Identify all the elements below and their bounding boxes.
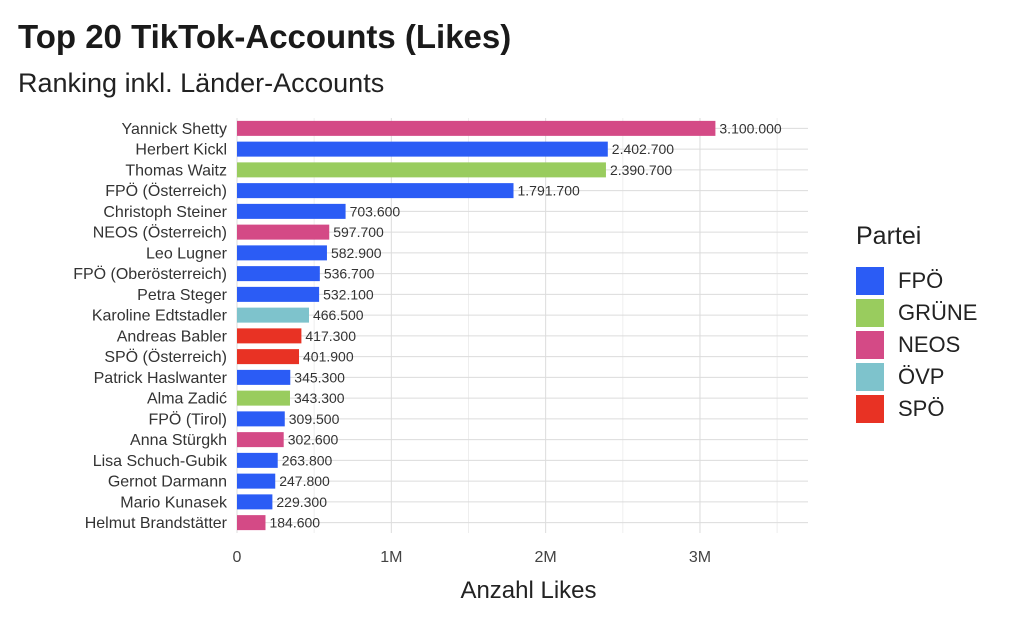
bar-helmut-brandstatter	[237, 515, 266, 531]
bar-anna-sturgkh	[237, 432, 284, 448]
category-label-yannick-shetty: Yannick Shetty	[121, 121, 227, 138]
value-label-lisa-schuch-gubik: 263.800	[282, 452, 333, 468]
value-label-gernot-darmann: 247.800	[279, 473, 330, 489]
bar-karoline-edtstadler	[237, 307, 309, 323]
legend-item-grune: GRÜNE	[856, 297, 977, 329]
legend-swatch-neos	[856, 331, 884, 359]
x-tick-label-0: 0	[233, 549, 242, 566]
category-label-patrick-haslwanter: Patrick Haslwanter	[94, 370, 228, 387]
category-label-gernot-darmann: Gernot Darmann	[108, 474, 227, 491]
value-label-neos-osterreich: 597.700	[333, 224, 384, 240]
bar-neos-osterreich	[237, 224, 330, 240]
chart-title: Top 20 TikTok-Accounts (Likes)	[18, 18, 512, 55]
category-label-fpo-oberosterreich: FPÖ (Oberösterreich)	[73, 265, 227, 283]
value-label-alma-zadic: 343.300	[294, 390, 345, 406]
legend-label-fpo: FPÖ	[898, 268, 944, 293]
chart-subtitle: Ranking inkl. Länder-Accounts	[18, 68, 385, 98]
value-label-mario-kunasek: 229.300	[276, 494, 327, 510]
category-label-leo-lugner: Leo Lugner	[146, 245, 228, 262]
category-label-mario-kunasek: Mario Kunasek	[120, 494, 228, 511]
value-label-fpo-oberosterreich: 536.700	[324, 266, 375, 282]
x-tick-label-3m: 3M	[689, 549, 711, 566]
legend-swatch-spo	[856, 395, 884, 423]
legend-swatch-ovp	[856, 363, 884, 391]
bar-andreas-babler	[237, 328, 302, 344]
value-label-christoph-steiner: 703.600	[350, 203, 401, 219]
category-label-alma-zadic: Alma Zadić	[147, 391, 227, 408]
category-label-thomas-waitz: Thomas Waitz	[125, 162, 227, 179]
x-axis-title: Anzahl Likes	[460, 577, 596, 604]
value-label-anna-sturgkh: 302.600	[288, 432, 339, 448]
value-label-fpo-tirol: 309.500	[289, 411, 340, 427]
value-label-helmut-brandstatter: 184.600	[269, 515, 320, 531]
bar-mario-kunasek	[237, 494, 273, 510]
value-label-spo-osterreich: 401.900	[303, 349, 354, 365]
category-label-fpo-tirol: FPÖ (Tirol)	[148, 410, 227, 428]
legend-swatch-fpo	[856, 267, 884, 295]
legend: Partei FPÖ GRÜNE NEOS ÖVP SPÖ	[856, 222, 977, 425]
bar-spo-osterreich	[237, 349, 300, 365]
x-tick-label-2m: 2M	[535, 549, 557, 566]
bar-fpo-osterreich	[237, 183, 514, 199]
legend-item-ovp: ÖVP	[856, 361, 977, 393]
legend-item-neos: NEOS	[856, 329, 977, 361]
value-label-patrick-haslwanter: 345.300	[294, 369, 345, 385]
value-label-thomas-waitz: 2.390.700	[610, 162, 672, 178]
value-label-petra-steger: 532.100	[323, 286, 374, 302]
legend-swatch-grune	[856, 299, 884, 327]
bar-lisa-schuch-gubik	[237, 452, 278, 468]
value-label-yannick-shetty: 3.100.000	[719, 120, 781, 136]
category-label-anna-sturgkh: Anna Stürgkh	[130, 432, 227, 449]
bar-alma-zadic	[237, 390, 290, 406]
category-label-fpo-osterreich: FPÖ (Österreich)	[105, 182, 227, 200]
legend-title: Partei	[856, 222, 922, 250]
category-label-spo-osterreich: SPÖ (Österreich)	[104, 348, 227, 366]
bar-patrick-haslwanter	[237, 369, 291, 385]
bar-leo-lugner	[237, 245, 327, 261]
x-tick-label-1m: 1M	[380, 549, 402, 566]
bar-fpo-tirol	[237, 411, 285, 427]
category-label-herbert-kickl: Herbert Kickl	[135, 142, 227, 159]
bar-petra-steger	[237, 286, 320, 302]
category-label-petra-steger: Petra Steger	[137, 287, 228, 304]
legend-label-grune: GRÜNE	[898, 300, 978, 325]
legend-item-fpo: FPÖ	[856, 265, 977, 297]
bar-fpo-oberosterreich	[237, 266, 320, 282]
bar-gernot-darmann	[237, 473, 276, 489]
category-label-lisa-schuch-gubik: Lisa Schuch-Gubik	[93, 453, 228, 470]
value-label-fpo-osterreich: 1.791.700	[518, 183, 580, 199]
legend-item-spo: SPÖ	[856, 393, 977, 425]
bar-yannick-shetty	[237, 120, 716, 136]
value-label-karoline-edtstadler: 466.500	[313, 307, 364, 323]
bar-herbert-kickl	[237, 141, 608, 157]
bar-thomas-waitz	[237, 162, 606, 178]
legend-label-spo: SPÖ	[898, 396, 945, 421]
category-label-neos-osterreich: NEOS (Österreich)	[93, 224, 227, 242]
bar-christoph-steiner	[237, 203, 346, 219]
value-label-herbert-kickl: 2.402.700	[612, 141, 674, 157]
category-label-helmut-brandstatter: Helmut Brandstätter	[85, 515, 228, 532]
value-label-andreas-babler: 417.300	[305, 328, 356, 344]
legend-label-neos: NEOS	[898, 332, 961, 357]
category-label-christoph-steiner: Christoph Steiner	[103, 204, 227, 221]
value-label-leo-lugner: 582.900	[331, 245, 382, 261]
legend-label-ovp: ÖVP	[898, 364, 945, 389]
category-label-andreas-babler: Andreas Babler	[117, 328, 228, 345]
category-label-karoline-edtstadler: Karoline Edtstadler	[92, 308, 228, 325]
